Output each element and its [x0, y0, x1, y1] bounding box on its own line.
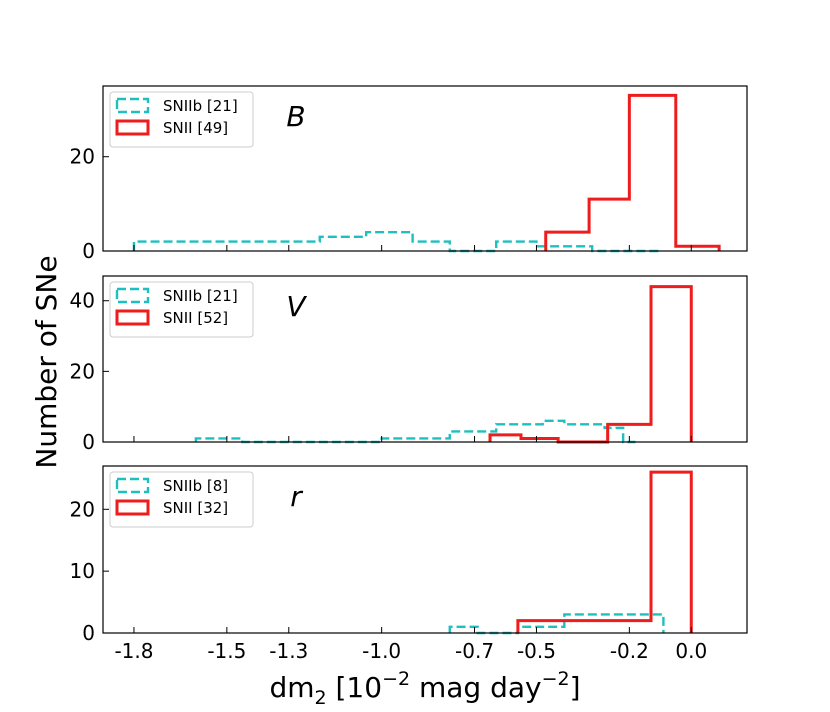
legend-label-snII: SNII [32] — [163, 499, 228, 517]
legend-r: SNIIb [8] SNII [32] — [109, 471, 254, 528]
legend-swatch-snII — [115, 119, 150, 136]
x-axis-label-sub: 2 — [315, 687, 327, 709]
legend-V: SNIIb [21] SNII [52] — [109, 281, 254, 338]
legend-B: SNIIb [21] SNII [49] — [109, 91, 254, 148]
x-tick-label: -1.5 — [207, 639, 246, 663]
y-tick-label: 40 — [70, 289, 95, 313]
x-tick-labels: -1.8 -1.5 -1.3 -1.0 -0.7 -0.5 -0.2 0.0 — [114, 639, 707, 663]
legend-label-snII: SNII [49] — [163, 119, 228, 137]
legend-swatch-snII — [115, 499, 150, 516]
x-axis-label-main: dm — [269, 671, 314, 704]
legend-swatch-snII — [115, 309, 150, 326]
axes-frame-B — [102, 85, 748, 252]
y-tick-label: 0 — [82, 621, 95, 645]
x-tick-label: -0.7 — [455, 639, 494, 663]
x-tick-label: 0.0 — [675, 639, 707, 663]
histogram-snii-r — [516, 470, 693, 633]
y-axis-label: Number of SNe — [30, 255, 63, 468]
panel-r: 0 10 20 r SNIIb [8] SNII [32] — [70, 465, 748, 645]
histogram-snii-B — [544, 93, 721, 251]
band-label-r: r — [290, 480, 303, 513]
legend-swatch-snIIb — [115, 97, 150, 114]
x-axis-label-exp2: −2 — [542, 668, 570, 690]
y-tick-label: 20 — [70, 145, 95, 169]
histogram-sniib-V — [194, 419, 636, 444]
histogram-snii-V — [488, 285, 693, 444]
axes-frame-V — [102, 275, 748, 443]
x-axis-label-pre: [10 — [327, 671, 382, 704]
legend-swatch-snIIb — [115, 287, 150, 304]
x-tick-label: -0.5 — [517, 639, 556, 663]
x-tick-label: -0.2 — [610, 639, 649, 663]
y-tick-label: 0 — [82, 430, 95, 454]
x-tick-label: -1.0 — [362, 639, 401, 663]
legend-label-snIIb: SNIIb [21] — [163, 287, 238, 305]
legend-label-snIIb: SNIIb [21] — [163, 97, 238, 115]
x-tick-label: -1.8 — [114, 639, 153, 663]
y-tick-label: 0 — [82, 239, 95, 263]
legend-label-snIIb: SNIIb [8] — [163, 477, 228, 495]
x-axis-label: dm2 [10−2 mag day−2] — [269, 668, 580, 709]
x-tick-label: -1.3 — [269, 639, 308, 663]
panel-B: 0 20 B SNIIb [21] SNII [49] — [70, 85, 748, 263]
band-label-V: V — [286, 290, 307, 323]
x-axis-label-exp1: −2 — [382, 668, 410, 690]
legend-swatch-snIIb — [115, 477, 150, 494]
y-tick-label: 10 — [70, 559, 95, 583]
axes-frame-r — [102, 465, 748, 634]
panel-V: 0 20 40 V SNIIb [21] SNII [52] — [70, 275, 748, 454]
legend-label-snII: SNII [52] — [163, 309, 228, 327]
x-axis-label-post: ] — [570, 671, 581, 704]
y-tick-label: 20 — [70, 359, 95, 383]
x-axis-label-mid: mag day — [410, 671, 542, 704]
histogram-sniib-B — [132, 230, 661, 253]
histogram-sniib-r — [448, 613, 665, 635]
band-label-B: B — [286, 100, 305, 133]
y-tick-label: 20 — [70, 497, 95, 521]
